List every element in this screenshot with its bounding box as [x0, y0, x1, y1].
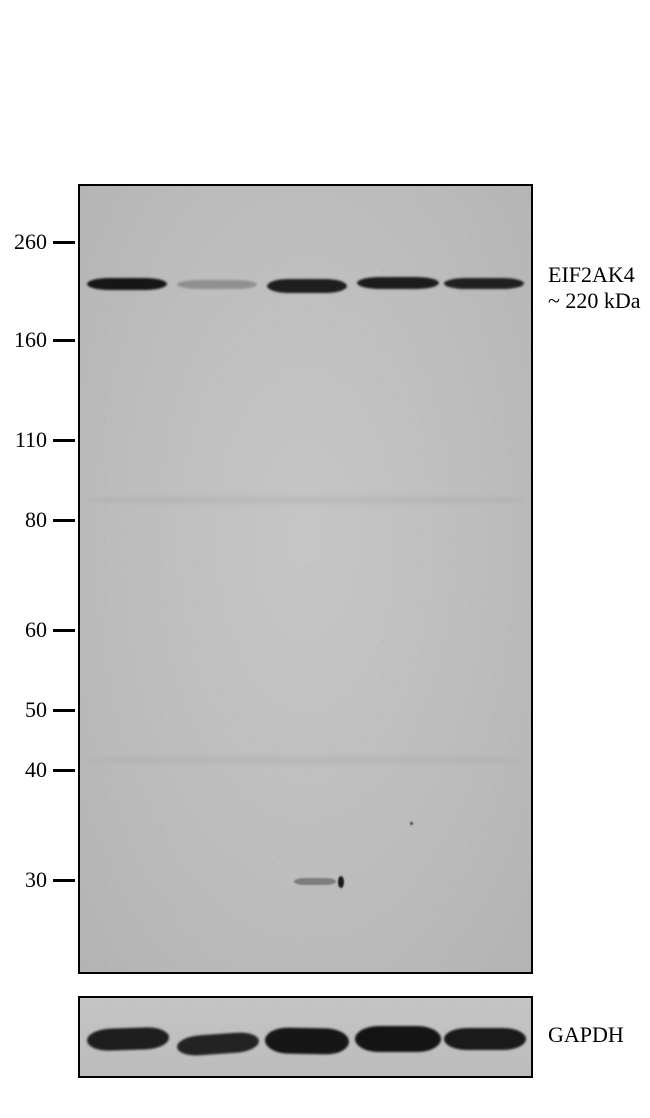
mw-marker: 60	[0, 617, 75, 643]
target-band-lane4	[357, 277, 439, 289]
mw-tick	[53, 439, 75, 442]
mw-tick	[53, 769, 75, 772]
blot-artifact	[294, 878, 336, 885]
target-mw-label: ~ 220 kDa	[548, 288, 641, 314]
mw-label: 80	[25, 507, 47, 533]
mw-tick	[53, 339, 75, 342]
main-blot-membrane	[78, 184, 533, 974]
target-mw: ~ 220 kDa	[548, 288, 641, 313]
mw-label: 30	[25, 867, 47, 893]
mw-label: 260	[14, 229, 47, 255]
mw-label: 40	[25, 757, 47, 783]
loading-band-lane5	[444, 1028, 526, 1050]
blot-artifact-speck	[410, 822, 413, 825]
blot-artifact-dot	[338, 876, 344, 888]
mw-tick	[53, 629, 75, 632]
target-band-lane3	[267, 279, 347, 293]
loading-control-membrane	[78, 996, 533, 1078]
faint-smear	[85, 496, 526, 504]
mw-marker: 160	[0, 327, 75, 353]
mw-marker: 40	[0, 757, 75, 783]
mw-label: 60	[25, 617, 47, 643]
mw-marker: 30	[0, 867, 75, 893]
loading-control-label: GAPDH	[548, 1022, 624, 1048]
western-blot-figure: HCT116 HT-29 HT-1080 U-87 MG HeLa 260 16…	[0, 0, 650, 1118]
mw-marker: 260	[0, 229, 75, 255]
mw-tick	[53, 519, 75, 522]
target-band-lane1	[87, 278, 167, 290]
mw-tick	[53, 709, 75, 712]
mw-marker: 80	[0, 507, 75, 533]
mw-label: 110	[15, 427, 47, 453]
loading-band-lane4	[355, 1026, 441, 1052]
target-name: EIF2AK4	[548, 262, 635, 287]
target-band-lane5	[444, 278, 524, 289]
loading-band-lane3	[265, 1027, 349, 1054]
membrane-noise	[80, 186, 531, 972]
target-protein-label: EIF2AK4	[548, 262, 635, 288]
loading-name: GAPDH	[548, 1022, 624, 1047]
mw-marker: 50	[0, 697, 75, 723]
mw-tick	[53, 879, 75, 882]
mw-tick	[53, 241, 75, 244]
mw-label: 50	[25, 697, 47, 723]
target-band-lane2	[177, 280, 257, 289]
faint-smear	[85, 756, 526, 764]
mw-label: 160	[14, 327, 47, 353]
loading-band-lane1	[87, 1027, 169, 1052]
lane-labels-row: HCT116 HT-29 HT-1080 U-87 MG HeLa	[0, 0, 650, 185]
mw-marker: 110	[0, 427, 75, 453]
